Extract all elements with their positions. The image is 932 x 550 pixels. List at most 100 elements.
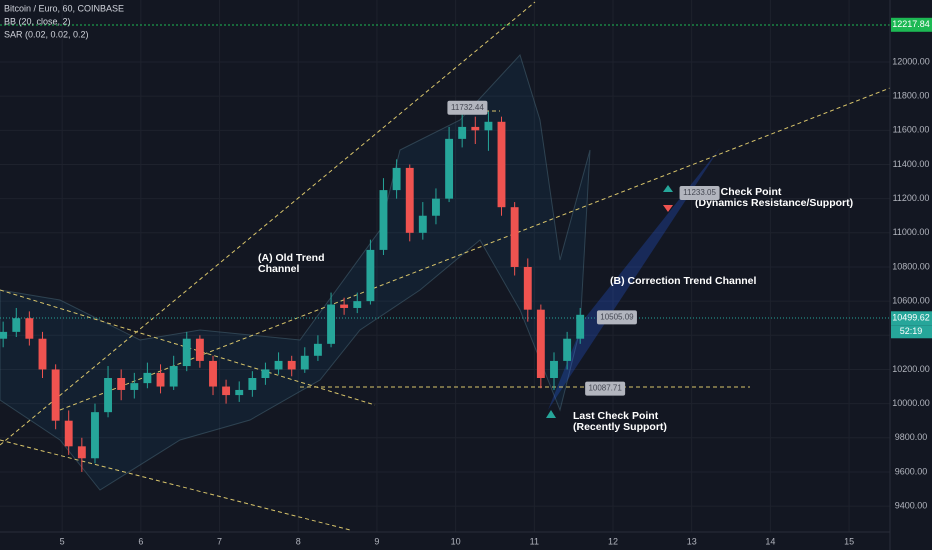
chart-title: Bitcoin / Euro, 60, COINBASE <box>4 3 124 13</box>
indicator: SAR (0.02, 0.02, 0.2) <box>4 29 89 39</box>
candle-body <box>379 190 388 250</box>
trend-line <box>0 1 536 446</box>
y-tick-label: 10800.00 <box>892 261 930 271</box>
callout-label: 11233.05 <box>683 188 716 197</box>
y-tick-label: 9400.00 <box>895 500 928 510</box>
price-tag <box>891 17 932 32</box>
price-tag-label: 12217.84 <box>892 19 930 29</box>
candle-body <box>366 249 375 302</box>
callout-label: 10505.09 <box>600 312 634 321</box>
x-tick-label: 5 <box>60 536 65 546</box>
candle-body <box>51 369 60 421</box>
candle-body <box>182 338 191 367</box>
candle-body <box>117 377 126 390</box>
annotation: Channel <box>258 263 300 275</box>
grid <box>0 0 890 532</box>
candle-body <box>104 377 112 413</box>
countdown-tag <box>891 325 932 339</box>
callout-box <box>596 310 637 325</box>
correction-channel <box>548 148 720 410</box>
candle-body <box>327 304 335 344</box>
x-tick-label: 15 <box>844 536 854 546</box>
x-tick-label: 10 <box>451 536 461 546</box>
candle-body <box>91 412 99 459</box>
y-tick-label: 10600.00 <box>892 296 930 306</box>
candle-body <box>143 372 152 384</box>
y-tick-label: 10200.00 <box>892 364 930 374</box>
x-tick-label: 7 <box>217 536 222 546</box>
y-tick-label: 11800.00 <box>893 91 930 101</box>
price-axis <box>890 0 932 550</box>
candle-body <box>536 309 545 378</box>
candle-body <box>222 386 231 396</box>
candle-body <box>38 338 47 370</box>
candle-body <box>195 338 204 361</box>
candle-body <box>77 446 86 459</box>
x-tick-label: 13 <box>687 536 697 546</box>
candle-body <box>313 343 322 356</box>
candle-body <box>287 360 296 370</box>
callout-box <box>679 186 720 201</box>
price-tag <box>891 311 932 326</box>
candle-body <box>523 266 532 310</box>
candle-body <box>0 331 8 339</box>
callout-label: 11732.44 <box>451 103 484 112</box>
x-tick-label: 11 <box>530 536 539 546</box>
candle-body <box>353 301 362 308</box>
candle-body <box>484 121 493 131</box>
callout-box <box>447 100 488 115</box>
candle-body <box>471 126 480 131</box>
annotation: Last Check Point <box>573 410 659 422</box>
y-tick-label: 11600.00 <box>893 125 930 135</box>
down-arrow <box>663 205 673 212</box>
candle-body <box>156 372 165 387</box>
annotation: (Dynamics Resistance/Support) <box>695 197 853 209</box>
candle-body <box>261 369 270 378</box>
callout-label: 10087.71 <box>588 384 622 393</box>
annotation: (B) Correction Trend Channel <box>610 275 757 287</box>
up-arrow <box>546 410 556 418</box>
y-tick-label: 11200.00 <box>893 193 930 203</box>
candle-body <box>169 366 178 387</box>
candle-body <box>248 377 257 390</box>
candle-body <box>405 167 414 233</box>
y-tick-label: 9600.00 <box>895 466 928 476</box>
x-tick-label: 8 <box>296 536 301 546</box>
candle-body <box>392 167 401 191</box>
trend-line <box>0 439 351 531</box>
annotation: (Recently Support) <box>573 421 667 433</box>
y-tick-label: 10000.00 <box>892 398 930 408</box>
x-tick-label: 12 <box>608 536 618 546</box>
callout-box <box>585 381 626 396</box>
annotation: (A) Old Trend <box>258 252 325 264</box>
candle-body <box>340 304 349 308</box>
candle-body <box>445 138 454 199</box>
y-tick-label: 9800.00 <box>895 432 928 442</box>
candle-body <box>130 383 139 390</box>
countdown-label: 52:19 <box>900 326 923 336</box>
candle-body <box>12 318 21 332</box>
up-arrow <box>663 185 673 192</box>
candle-body <box>550 360 558 378</box>
candle-body <box>576 314 585 339</box>
candle-body <box>209 360 217 387</box>
y-tick-label: 11000.00 <box>893 227 930 237</box>
candle-body <box>458 126 467 139</box>
price-tag-label: 10499.62 <box>892 313 930 323</box>
y-tick-label: 11400.00 <box>893 159 930 169</box>
candle-body <box>235 389 244 396</box>
x-tick-label: 14 <box>765 536 775 546</box>
candle-body <box>418 215 427 233</box>
indicator: BB (20, close, 2) <box>4 16 71 26</box>
x-tick-label: 6 <box>138 536 143 546</box>
candle-body <box>274 360 283 370</box>
candle-body <box>64 420 73 447</box>
candle-body <box>510 207 519 267</box>
candle-body <box>563 338 572 361</box>
candle-body <box>432 198 440 216</box>
y-tick-label: 12000.00 <box>892 56 930 66</box>
candles <box>0 111 585 472</box>
